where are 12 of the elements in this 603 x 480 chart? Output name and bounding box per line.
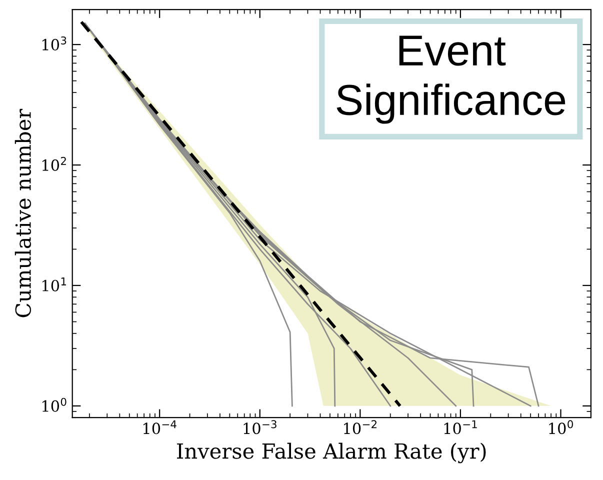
y-tick-label: 10$^{0}$	[42, 398, 66, 412]
y-tick-label: 10$^{2}$	[42, 156, 66, 171]
x-tick-label: 10$^{−4}$	[143, 420, 176, 434]
x-axis-title: Inverse False Alarm Rate (yr)	[177, 442, 486, 464]
x-tick-label: 10$^{−2}$	[344, 420, 376, 434]
x-tick-label: 10$^{−3}$	[244, 420, 276, 434]
annotation: Event Significance	[336, 36, 566, 124]
y-axis-title: Cumulative number	[14, 108, 32, 318]
x-tick-label: 10$^{0}$	[549, 420, 573, 434]
x-tick-label: 10$^{−1}$	[444, 420, 477, 434]
y-tick-label: 10$^{1}$	[42, 278, 66, 292]
y-tick-label: 10$^{3}$	[42, 36, 66, 50]
